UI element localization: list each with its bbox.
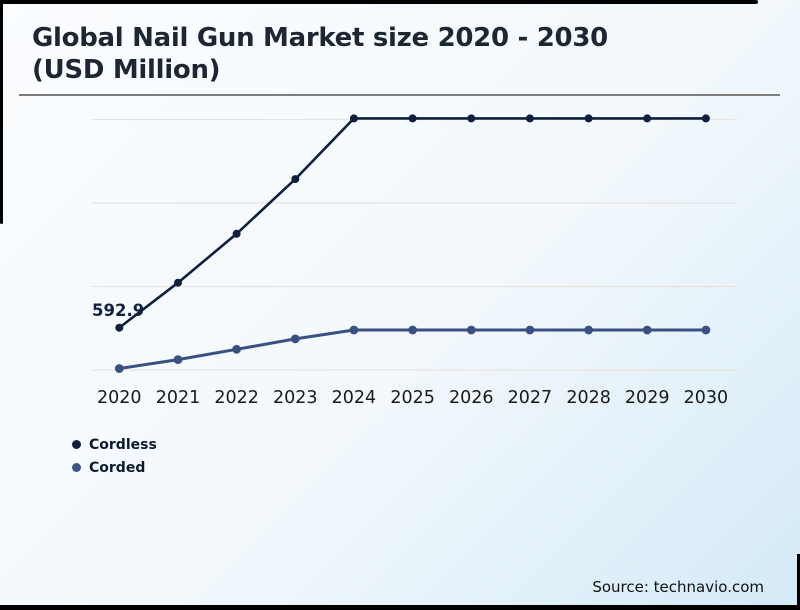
card-border-top (0, 0, 758, 4)
corded-legend-marker-icon (72, 463, 81, 472)
cordless-data-point (643, 114, 652, 123)
x-axis-label: 2021 (156, 388, 201, 408)
x-axis-label: 2029 (625, 388, 670, 408)
chart-title-line1: Global Nail Gun Market size 2020 - 2030 (32, 23, 608, 53)
cordless-line (118, 117, 708, 330)
cordless-legend-marker-icon (72, 440, 81, 449)
x-axis-label: 2030 (684, 388, 729, 408)
corded-data-point (466, 325, 476, 335)
corded-data-point (584, 325, 593, 335)
chart-title-line2: (USD Million) (32, 55, 221, 85)
legend-item-corded: Corded (72, 456, 157, 479)
legend-label-corded: Corded (89, 459, 146, 476)
x-axis-label: 2024 (332, 388, 377, 408)
x-axis-label: 2022 (214, 388, 259, 408)
cordless-data-point (525, 114, 534, 123)
legend-label-cordless: Cordless (89, 436, 157, 453)
x-axis-label: 2028 (566, 388, 611, 408)
corded-data-point (408, 325, 417, 335)
cordless-data-point (584, 114, 593, 123)
corded-line (117, 328, 708, 370)
cordless-data-point (467, 114, 476, 123)
card-border-right (797, 554, 800, 610)
corded-data-point (232, 344, 242, 354)
corded-data-point (642, 325, 652, 335)
cordless-data-point (349, 114, 358, 123)
cordless-data-point (174, 278, 182, 287)
title-divider (19, 94, 780, 96)
cordless-data-point (701, 114, 710, 123)
chart-title: Global Nail Gun Market size 2020 - 2030 … (32, 22, 762, 86)
corded-data-point (114, 364, 124, 373)
x-axis-label: 2025 (390, 388, 435, 408)
corded-data-point (349, 325, 359, 335)
corded-data-point (701, 325, 711, 335)
corded-data-point (173, 355, 183, 364)
cordless-data-point (408, 114, 417, 123)
x-axis-label: 2020 (97, 388, 142, 408)
cordless-data-point (115, 323, 124, 332)
x-axis-label: 2026 (449, 388, 494, 408)
card-border-bottom (0, 605, 800, 610)
corded-data-point (290, 334, 300, 344)
x-axis-label: 2027 (508, 388, 553, 408)
chart-legend: Cordless Corded (72, 433, 157, 479)
cordless-2020-data-label: 592.9 (92, 301, 145, 320)
line-chart: 2020 2021 2022 2023 2024 2025 2026 2027 2028 2029… (92, 114, 737, 408)
cordless-data-point (232, 229, 241, 238)
cordless-data-point (291, 175, 300, 184)
source-attribution: Source: technavio.com (592, 578, 764, 596)
corded-data-point (525, 325, 535, 335)
card-border-left (0, 0, 3, 224)
x-axis-label: 2023 (273, 388, 318, 408)
legend-item-cordless: Cordless (72, 433, 157, 456)
